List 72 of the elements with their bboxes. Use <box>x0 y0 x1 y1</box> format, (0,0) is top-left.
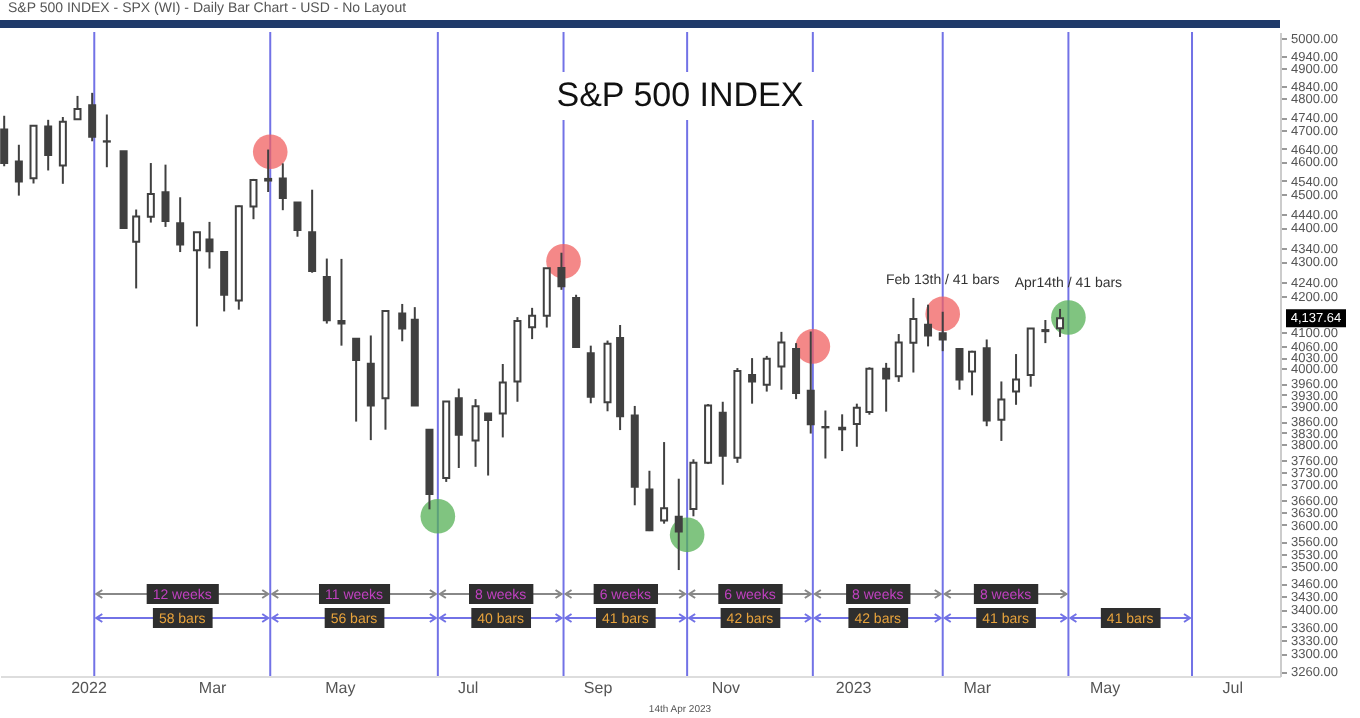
candlestick <box>249 177 258 221</box>
candlestick <box>660 441 669 525</box>
candlestick <box>748 357 757 405</box>
candlestick <box>58 116 67 185</box>
candlestick <box>689 458 698 518</box>
candlestick <box>852 402 861 448</box>
x-tick-label: 2023 <box>835 679 873 697</box>
candlestick <box>968 349 977 397</box>
candlestick <box>557 251 566 291</box>
candlestick <box>909 296 918 374</box>
candlestick <box>146 162 155 224</box>
point <box>252 134 288 170</box>
candlestick <box>586 344 595 405</box>
candlestick <box>1012 353 1021 406</box>
candlestick <box>821 409 830 460</box>
x-tick-label: Jul <box>1222 679 1244 697</box>
x-tick-label: Mar <box>198 679 228 697</box>
candlestick <box>73 94 82 121</box>
candlestick <box>44 118 53 172</box>
candlestick <box>542 267 551 329</box>
point <box>420 499 456 534</box>
candlestick <box>293 201 302 238</box>
candlestick <box>308 188 317 274</box>
candlestick <box>205 220 214 270</box>
candlestick <box>498 363 507 439</box>
candlestick <box>322 257 331 325</box>
x-tick-label: 2022 <box>71 679 108 697</box>
candlestick <box>1026 327 1035 388</box>
x-tick-label: Nov <box>711 679 741 697</box>
candlestick <box>337 257 346 347</box>
candlestick <box>88 91 97 143</box>
candlestick <box>192 231 201 328</box>
candlestick <box>528 306 537 341</box>
candlestick <box>865 366 874 416</box>
text: S&P 500 INDEX <box>544 72 816 120</box>
candlestick <box>0 114 9 168</box>
candlestick <box>14 143 23 197</box>
candlestick <box>838 413 847 453</box>
candlestick <box>176 196 185 254</box>
candlestick <box>762 354 771 393</box>
x-tick-label: Sep <box>583 679 614 697</box>
x-tick-label: Mar <box>963 679 992 697</box>
candlestick <box>997 380 1006 442</box>
candlestick <box>161 163 170 228</box>
candlestick <box>894 333 903 383</box>
x-tick-label: Jul <box>457 679 479 697</box>
candlestick <box>264 148 273 193</box>
candlestick <box>398 302 407 343</box>
candlestick <box>792 342 801 401</box>
candlestick <box>278 162 287 212</box>
x-tick-label: May <box>325 679 356 697</box>
x-tick-label: May <box>1089 679 1121 697</box>
candlestick <box>882 361 891 413</box>
candlestick <box>924 303 933 348</box>
candlestick <box>718 400 727 486</box>
candlestick <box>484 412 493 477</box>
candlestick <box>645 469 654 533</box>
candlestick <box>1041 318 1050 345</box>
candlestick <box>955 347 964 391</box>
candlestick <box>352 337 361 423</box>
candlestick <box>102 113 111 169</box>
point <box>925 296 961 332</box>
candlestick <box>777 330 786 391</box>
candlestick <box>1056 307 1065 338</box>
candlestick <box>674 477 683 572</box>
candlestick <box>220 250 229 313</box>
candlestick <box>938 310 947 353</box>
candlestick <box>454 387 463 469</box>
candlestick <box>132 208 141 290</box>
candlestick <box>806 330 815 435</box>
candlestick <box>471 398 480 468</box>
candlestick <box>366 334 375 442</box>
